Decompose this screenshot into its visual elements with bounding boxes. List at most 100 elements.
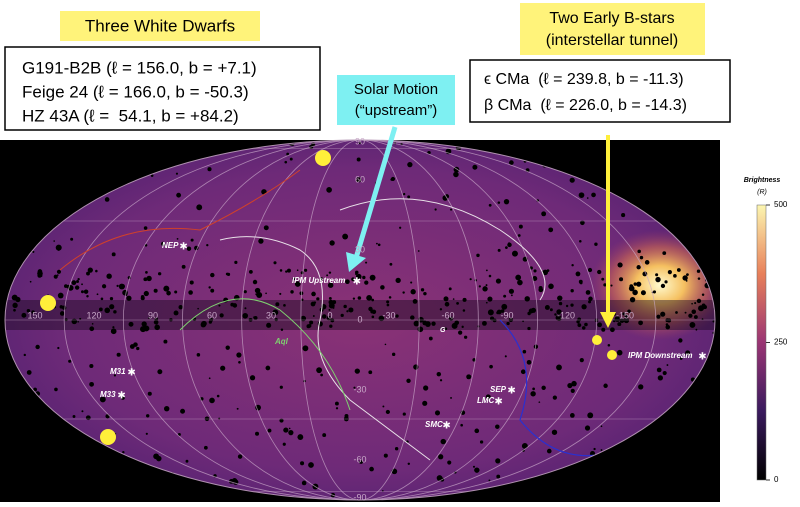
meridian: [241, 140, 479, 500]
masked-star: [369, 274, 376, 281]
masked-star: [327, 282, 334, 288]
masked-star: [86, 295, 89, 298]
masked-star: [600, 425, 603, 428]
masked-star: [584, 322, 588, 327]
masked-star: [422, 400, 428, 406]
masked-star: [234, 260, 238, 264]
masked-star: [575, 271, 581, 277]
masked-star: [309, 320, 314, 325]
masked-star: [81, 290, 84, 294]
b-star-row: ϵ CMa (ℓ = 239.8, b = -11.3): [484, 71, 684, 88]
masked-star: [577, 323, 582, 328]
masked-star: [637, 249, 641, 254]
masked-star: [369, 466, 374, 472]
masked-star: [174, 290, 178, 294]
object-marker: ✱: [353, 277, 361, 288]
masked-star: [148, 316, 151, 319]
masked-star: [517, 234, 521, 237]
masked-star: [26, 308, 31, 313]
masked-star: [571, 264, 574, 267]
masked-star: [312, 483, 319, 490]
masked-star: [299, 291, 304, 296]
masked-star: [697, 277, 701, 280]
latitude-label: 30: [355, 244, 365, 254]
masked-star: [686, 273, 689, 276]
white-dwarf-markers: [40, 150, 617, 445]
masked-star: [701, 293, 705, 296]
masked-star: [273, 261, 277, 265]
masked-star: [460, 410, 466, 415]
masked-star: [209, 397, 215, 404]
masked-star: [508, 242, 511, 245]
masked-star: [651, 291, 654, 294]
masked-star: [423, 385, 429, 391]
masked-star: [400, 142, 403, 146]
object-marker: ✱: [507, 386, 515, 397]
masked-star: [449, 316, 454, 321]
masked-star: [143, 290, 149, 297]
masked-star: [390, 178, 393, 181]
masked-star: [603, 383, 608, 388]
masked-star: [21, 312, 27, 318]
masked-star: [342, 233, 349, 240]
masked-star: [359, 460, 363, 464]
masked-star: [118, 283, 125, 290]
object-label: IPM Upstream: [292, 276, 345, 285]
masked-star: [518, 224, 523, 229]
masked-star: [522, 320, 524, 323]
colorbar-title: Brightness: [744, 177, 781, 184]
masked-star: [355, 273, 362, 280]
masked-star: [555, 314, 562, 321]
masked-star: [366, 294, 373, 301]
masked-star: [243, 290, 247, 294]
masked-star: [684, 311, 687, 314]
masked-star: [526, 359, 532, 365]
masked-star: [384, 343, 387, 346]
masked-star: [59, 311, 65, 316]
masked-star: [157, 369, 163, 375]
masked-star: [610, 327, 615, 333]
masked-star: [242, 312, 249, 319]
masked-star: [116, 352, 121, 357]
masked-star: [482, 320, 487, 326]
latitude-label: 90: [355, 136, 365, 146]
masked-star: [682, 275, 688, 281]
masked-star: [105, 414, 110, 419]
masked-star: [506, 321, 510, 326]
masked-star: [503, 294, 507, 298]
masked-star: [450, 208, 453, 211]
masked-star: [597, 269, 602, 275]
masked-star: [368, 370, 373, 375]
masked-star: [629, 284, 634, 289]
white-dwarf-row: G191-B2B (ℓ = 156.0, b = +7.1): [22, 58, 257, 77]
masked-star: [256, 292, 263, 298]
masked-star: [280, 328, 284, 332]
masked-star: [587, 412, 594, 419]
masked-star: [316, 367, 323, 374]
meridian: [122, 140, 598, 500]
masked-star: [86, 271, 90, 276]
masked-star: [607, 343, 611, 347]
masked-star: [413, 364, 419, 370]
meridian: [241, 140, 479, 500]
masked-star: [127, 276, 131, 280]
masked-star: [511, 250, 518, 257]
masked-star: [627, 309, 631, 313]
object-label: Aql: [274, 337, 289, 346]
masked-star: [153, 453, 160, 460]
masked-star: [632, 289, 638, 296]
masked-star: [434, 410, 441, 416]
masked-star: [283, 427, 289, 433]
masked-star: [236, 352, 242, 358]
white-dwarfs-title: Three White Dwarfs: [85, 16, 235, 35]
masked-star: [688, 313, 693, 318]
masked-star: [508, 317, 514, 323]
masked-star: [386, 300, 390, 304]
masked-star: [402, 291, 405, 294]
colorbar-unit: (R): [757, 189, 767, 196]
masked-star: [548, 227, 554, 233]
masked-star: [479, 440, 484, 444]
masked-star: [287, 268, 291, 273]
masked-star: [586, 197, 589, 199]
masked-star: [53, 240, 56, 242]
